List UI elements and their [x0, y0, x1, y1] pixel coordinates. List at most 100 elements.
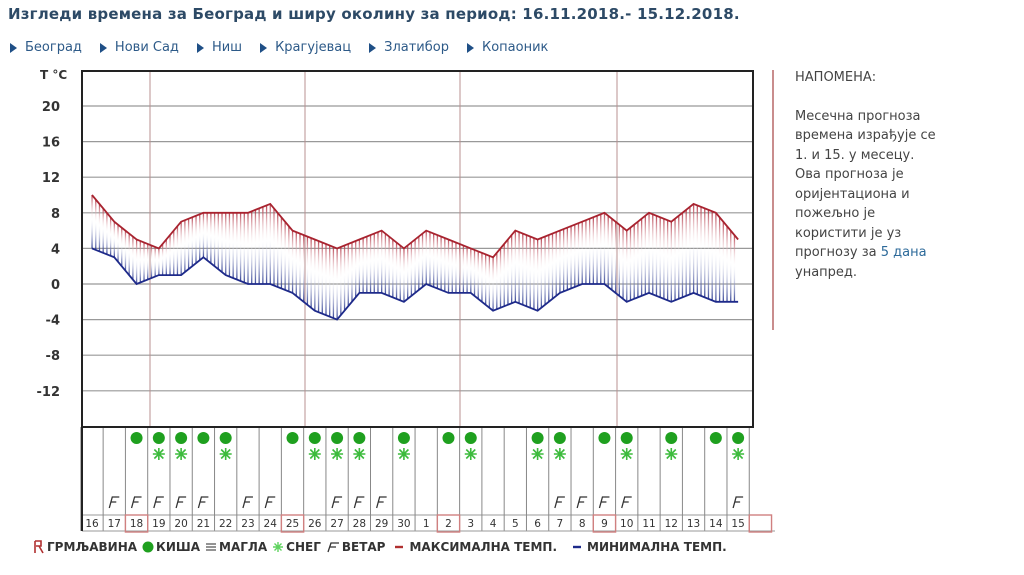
rain-icon	[553, 432, 566, 444]
arrow-right-icon	[260, 42, 268, 53]
snow-icon	[152, 448, 165, 460]
arrow-right-icon	[10, 42, 17, 53]
wind-icon	[197, 496, 209, 509]
day-label: 3	[467, 518, 474, 530]
rain-icon	[709, 432, 722, 444]
note-line: пожељно је	[795, 206, 876, 221]
rain-icon	[152, 432, 165, 444]
legend-fog: МАГЛА	[205, 540, 267, 554]
legend-snow: СНЕГ	[272, 540, 321, 554]
rain-icon	[620, 432, 633, 444]
min-line-icon	[573, 545, 581, 549]
nav-item-label: Нови Сад	[114, 40, 179, 55]
snow-icon	[397, 448, 410, 460]
snow-icon	[732, 448, 745, 460]
y-axis-label: T °C	[40, 68, 67, 82]
day-label: 7	[557, 518, 564, 530]
rain-icon	[442, 432, 455, 444]
legend-label: КИША	[156, 540, 201, 554]
wind-icon	[108, 496, 120, 509]
day-label: 2	[445, 518, 452, 530]
nav-item-label: Београд	[25, 40, 82, 55]
legend-max-temp: МАКСИМАЛНА ТЕМП.	[394, 540, 557, 554]
y-tick-label: 0	[51, 278, 60, 293]
rain-icon	[331, 432, 344, 444]
legend-min-temp: МИНИМАЛНА ТЕМП.	[572, 540, 727, 554]
day-label: 4	[490, 518, 497, 530]
wind-icon	[554, 496, 565, 509]
wind-icon	[376, 496, 387, 509]
wind-icon	[353, 496, 365, 509]
day-label: 19	[152, 518, 165, 530]
arrow-right-icon	[369, 42, 377, 53]
snow-icon	[331, 448, 344, 460]
day-label: 21	[197, 518, 210, 530]
note-line: 1. и 15. у месецу.	[795, 147, 915, 163]
day-label: 17	[108, 518, 121, 530]
nav-item-kopaonik[interactable]: Копаоник	[466, 40, 549, 55]
rain-icon	[353, 432, 366, 444]
day-label: 20	[174, 518, 187, 530]
day-label: 24	[264, 518, 278, 530]
nav-item-nis[interactable]: Ниш	[196, 40, 243, 55]
city-nav: Београд Нови Сад Ниш Крагујевац Златибор…	[10, 40, 566, 55]
page-title: Изгледи времена за Београд и ширу околин…	[8, 5, 740, 23]
rain-icon	[130, 432, 143, 444]
wind-icon	[242, 496, 253, 509]
wind-icon	[598, 496, 610, 509]
legend-label: ВЕТАР	[341, 540, 386, 554]
note-line: користити је уз	[795, 225, 902, 241]
wind-icon	[331, 496, 343, 509]
snow-icon	[308, 448, 321, 460]
note-text: прогнозу за	[795, 245, 881, 260]
nav-item-label: Златибор	[384, 40, 449, 55]
y-tick-label: 20	[42, 100, 60, 115]
legend-wind: ВЕТАР	[326, 540, 386, 554]
max-line-icon	[395, 545, 404, 549]
nav-item-novi-sad[interactable]: Нови Сад	[99, 40, 179, 55]
legend-label: СНЕГ	[286, 540, 321, 554]
day-label: 13	[687, 518, 700, 530]
note-line: времена израђује се	[795, 128, 936, 143]
wind-icon	[175, 496, 187, 509]
nav-item-label: Крагујевац	[275, 40, 352, 55]
rain-icon	[308, 432, 321, 444]
note-line: Ова прогноза је	[795, 167, 904, 182]
snow-icon	[175, 448, 188, 460]
nav-item-zlatibor[interactable]: Златибор	[369, 40, 449, 55]
nav-item-label: Ниш	[211, 40, 243, 55]
y-tick-label: -12	[37, 385, 61, 400]
legend-label: ГРМЉАВИНА	[47, 540, 138, 554]
rain-icon	[531, 432, 544, 444]
day-label: 11	[642, 518, 655, 530]
note-line: прогнозу за 5 дана	[795, 243, 995, 263]
day-label: 26	[308, 518, 322, 530]
note-divider	[772, 70, 774, 330]
day-label: 12	[665, 518, 678, 530]
wind-icon	[576, 496, 588, 509]
day-label: 25	[286, 518, 299, 530]
chart-legend: ГРМЉАВИНА КИША МАГЛА СНЕГ ВЕТАР МАКСИМАЛ…	[33, 540, 732, 554]
day-label: 8	[579, 518, 586, 530]
y-tick-label: -4	[46, 314, 60, 329]
day-label: 30	[397, 518, 410, 530]
day-label: 22	[219, 518, 232, 530]
day-label: 15	[731, 518, 744, 530]
nav-item-beograd[interactable]: Београд	[10, 40, 82, 55]
day-label: 14	[709, 518, 723, 530]
day-label: 9	[601, 518, 608, 530]
nav-item-kragujevac[interactable]: Крагујевац	[260, 40, 351, 55]
y-tick-label: 4	[51, 242, 60, 257]
wind-icon	[264, 496, 276, 509]
snow-icon	[531, 448, 544, 460]
rain-icon	[142, 541, 154, 553]
note-line: Месечна прогноза	[795, 108, 921, 124]
snow-icon	[464, 448, 477, 460]
note-line: оријентациона и	[795, 186, 910, 202]
nav-item-label: Копаоник	[481, 40, 549, 55]
five-day-forecast-link[interactable]: 5 дана	[880, 245, 927, 260]
wind-icon	[153, 496, 164, 509]
y-tick-label: 12	[42, 171, 60, 186]
day-label: 18	[130, 518, 143, 530]
